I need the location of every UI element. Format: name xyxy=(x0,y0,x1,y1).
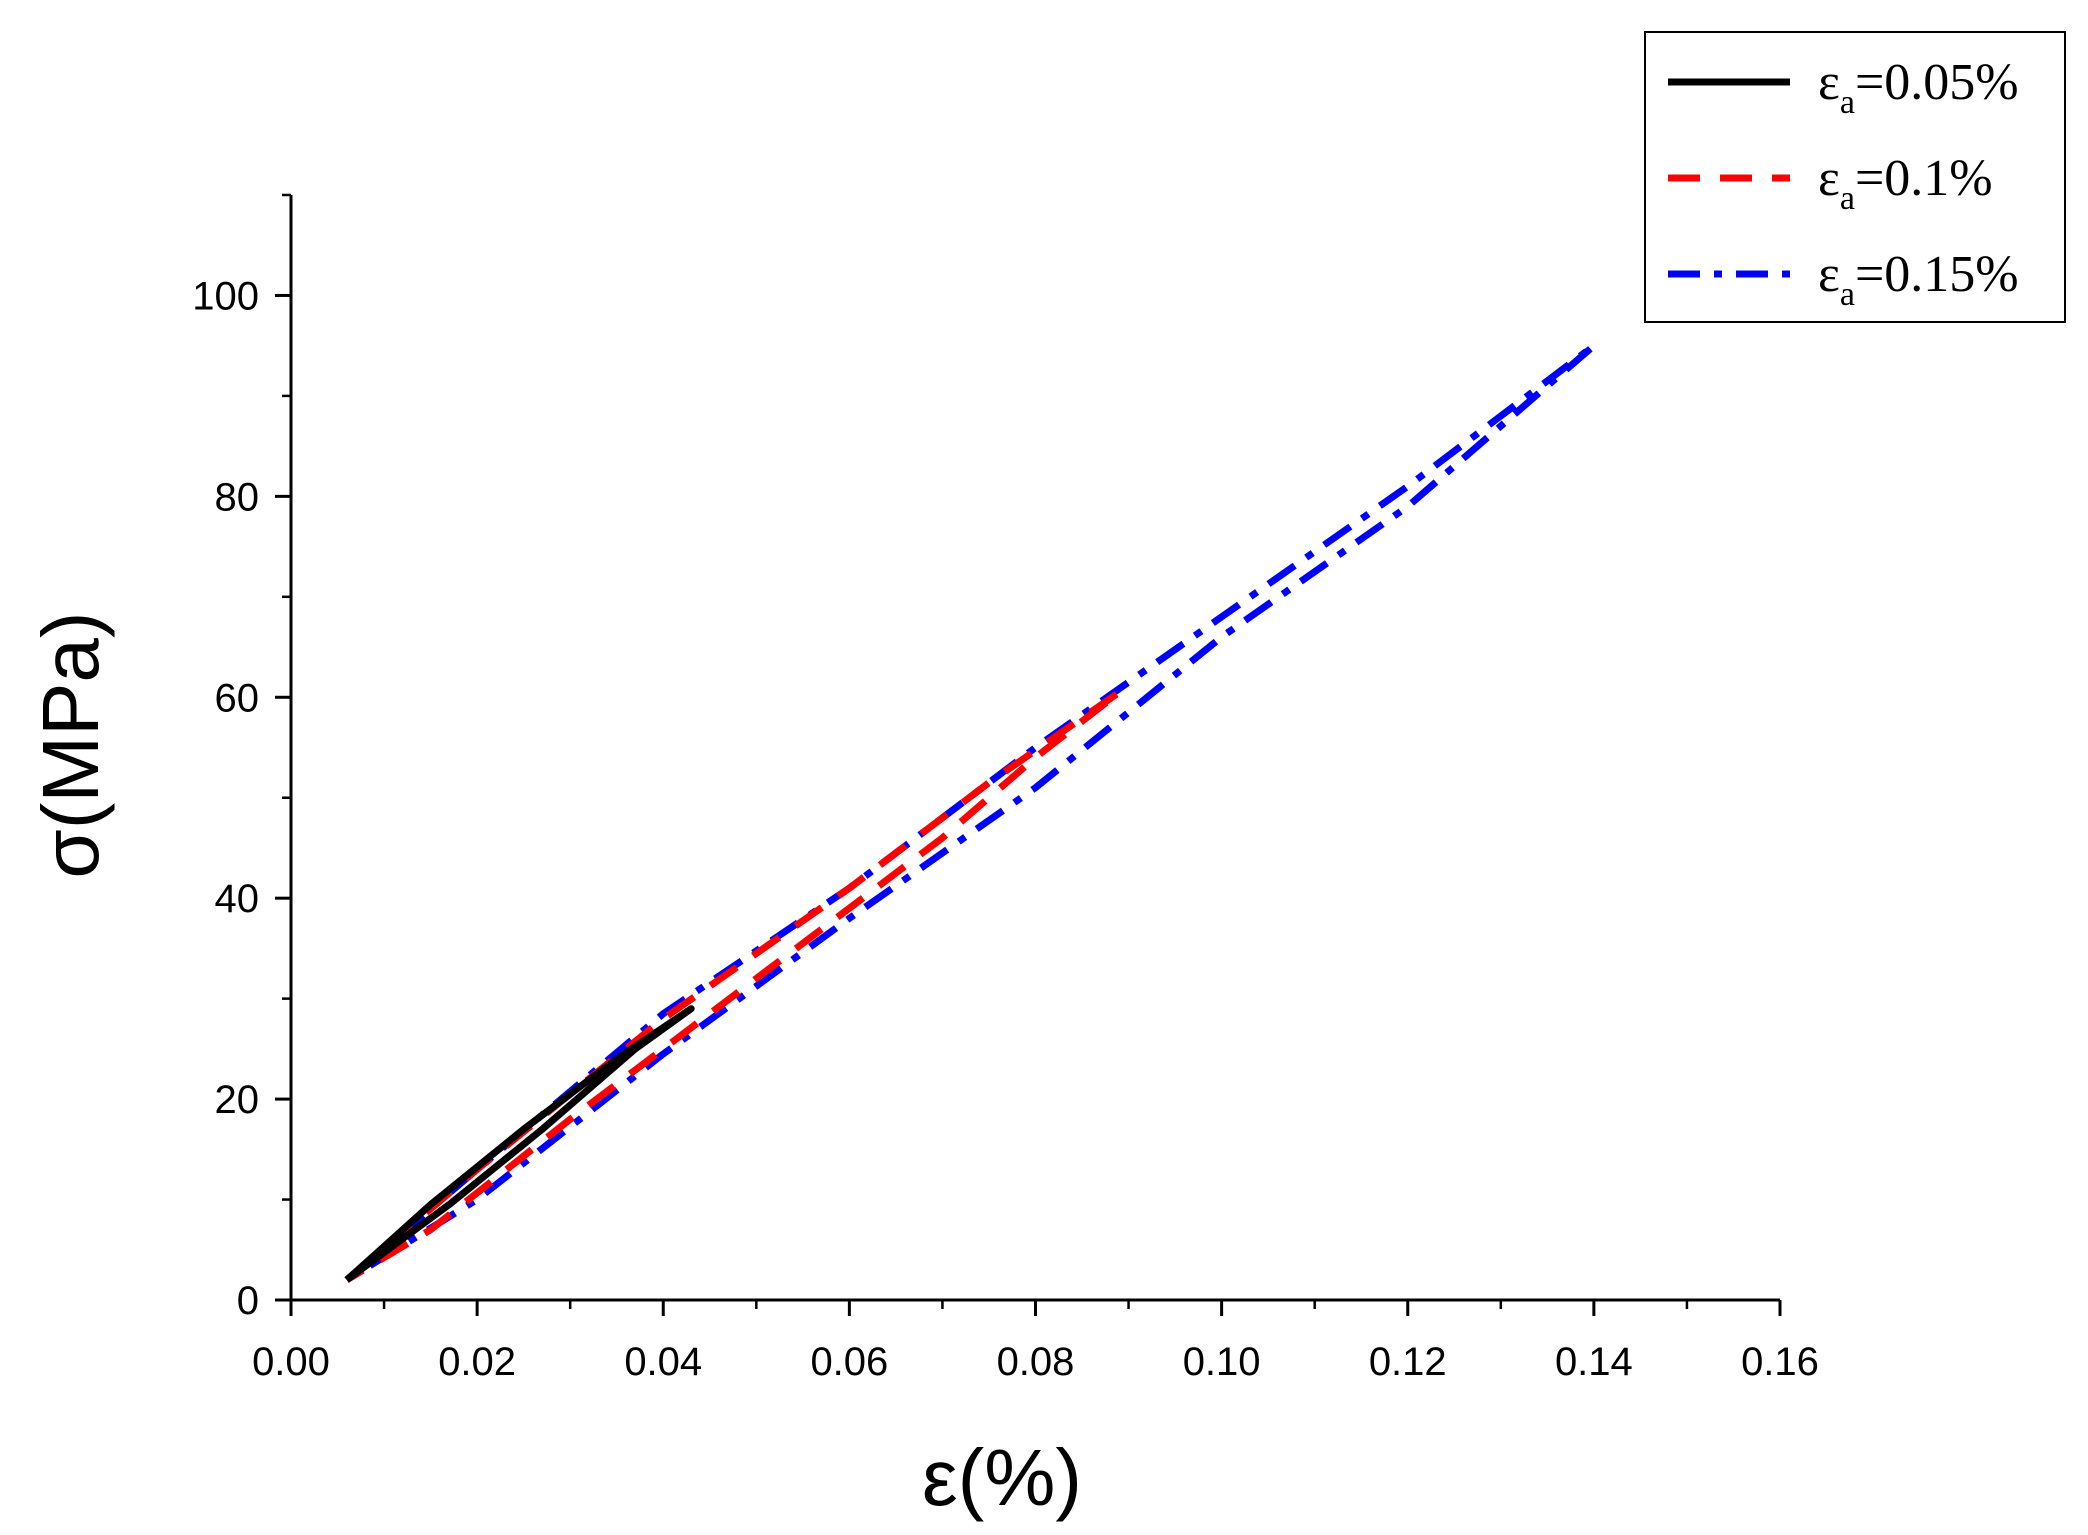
x-axis-title: ε(%) xyxy=(922,1433,1082,1522)
series-line xyxy=(344,342,1598,1283)
x-tick-label: 0.00 xyxy=(252,1340,330,1384)
x-tick-label: 0.08 xyxy=(997,1340,1075,1384)
series-line xyxy=(344,688,1123,1283)
legend-label: εa=0.05% xyxy=(1818,54,2019,121)
y-tick-label: 60 xyxy=(215,676,260,720)
x-tick-label: 0.02 xyxy=(438,1340,516,1384)
x-tick-label: 0.16 xyxy=(1741,1340,1819,1384)
legend-label: εa=0.15% xyxy=(1818,246,2019,313)
y-tick-label: 100 xyxy=(192,274,259,318)
series-line xyxy=(344,1005,695,1283)
legend: εa=0.05% εa=0.1% εa=0.15% xyxy=(1644,31,2066,323)
legend-label: εa=0.1% xyxy=(1818,150,1993,217)
x-tick-label: 0.14 xyxy=(1555,1340,1633,1384)
series-layer xyxy=(344,342,1598,1283)
x-tick-label: 0.12 xyxy=(1369,1340,1447,1384)
y-tick-label: 20 xyxy=(215,1078,260,1122)
y-tick-label: 80 xyxy=(215,475,260,519)
x-tick-label: 0.04 xyxy=(624,1340,702,1384)
x-tick-label: 0.10 xyxy=(1183,1340,1261,1384)
x-tick-label: 0.06 xyxy=(810,1340,888,1384)
ticks: 0.00 0.02 0.04 0.06 0.08 0.10 0.12 0.14 0.16 0 20 4… xyxy=(192,193,1819,1384)
y-tick-label: 0 xyxy=(237,1279,259,1323)
y-tick-label: 40 xyxy=(215,877,260,921)
y-axis-title: σ(MPa) xyxy=(26,611,115,878)
